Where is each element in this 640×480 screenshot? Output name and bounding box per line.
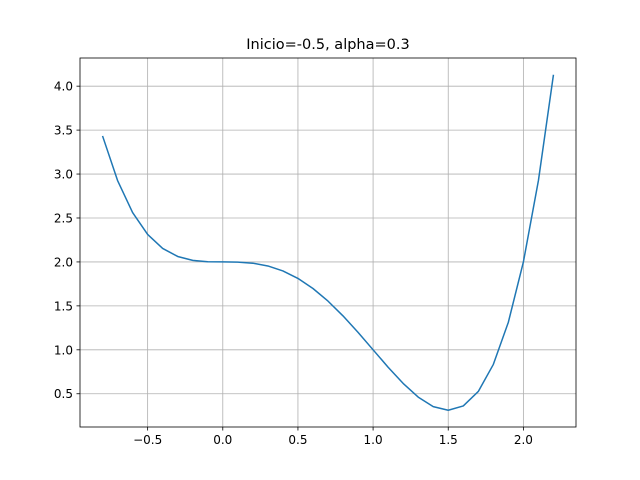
y-tick-label: 3.5 <box>54 124 73 138</box>
y-tick-label: 4.0 <box>54 80 73 94</box>
chart-title: Inicio=-0.5, alpha=0.3 <box>246 37 409 53</box>
y-tick-label: 3.0 <box>54 168 73 182</box>
y-tick-label: 2.5 <box>54 211 73 225</box>
y-tick-label: 0.5 <box>54 387 73 401</box>
x-tick-label: 0.5 <box>288 433 307 447</box>
line-series <box>101 74 555 411</box>
y-tick-label: 1.0 <box>54 343 73 357</box>
x-tick-label: 1.0 <box>364 433 383 447</box>
y-tick-label: 1.5 <box>54 299 73 313</box>
x-tick-label: 0.0 <box>213 433 232 447</box>
x-tick-label: 2.0 <box>514 433 533 447</box>
x-tick-label: 1.5 <box>439 433 458 447</box>
x-tick-label: −0.5 <box>133 433 162 447</box>
y-tick-label: 2.0 <box>54 255 73 269</box>
plot-frame <box>79 57 577 428</box>
